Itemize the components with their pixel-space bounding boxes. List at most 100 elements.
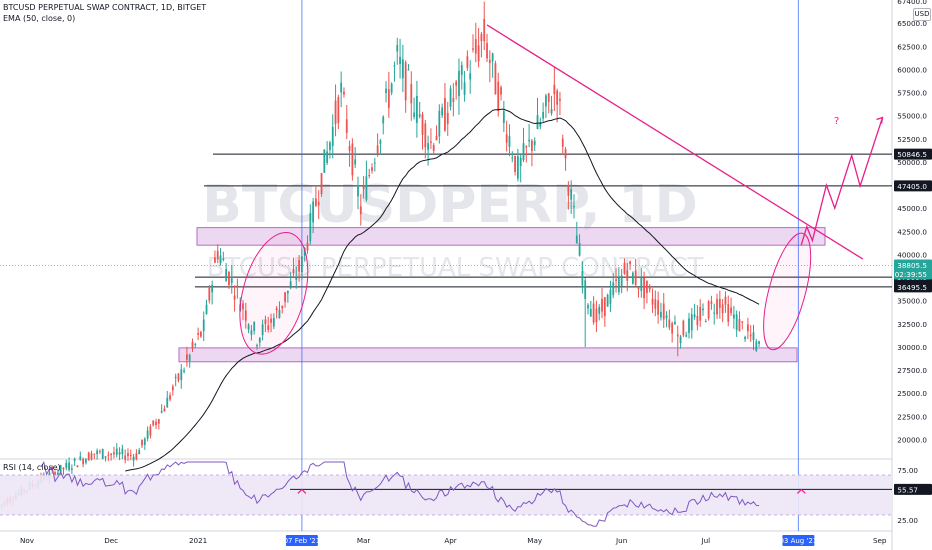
candle-body (387, 89, 390, 108)
candle-body (587, 304, 589, 309)
candle-body (477, 45, 480, 62)
candle-body (430, 141, 432, 143)
candle-body (688, 318, 690, 333)
candle-body (107, 454, 110, 456)
time-axis[interactable]: Nov Dec 2021 Mar Apr May Jun Jul Sep 07 Feb '21 03… (20, 535, 887, 546)
zone-1 (178, 347, 798, 363)
candle-body (561, 138, 564, 147)
candle-body (258, 338, 261, 343)
candle-body (704, 321, 707, 323)
candle-body (326, 151, 329, 163)
candle-body (160, 411, 163, 413)
candle-body (620, 275, 623, 287)
support-resistance-zones[interactable] (178, 227, 826, 363)
level-label: 47405.0 (897, 182, 927, 191)
rsi-legend[interactable]: RSI (14, close) (3, 463, 61, 472)
time-tick-label: Sep (873, 536, 887, 545)
price-tick-label: 30000.0 (897, 343, 927, 352)
candle-body (138, 450, 141, 455)
candle-body (289, 281, 292, 289)
price-axis[interactable]: 67400.0 65000.0 62500.0 60000.0 57500.0 55000… (893, 0, 932, 550)
candle-body (171, 386, 174, 391)
candle-body (410, 83, 413, 104)
candle-body (525, 146, 528, 148)
time-tick-label: 2021 (189, 536, 207, 545)
candle-body (68, 462, 70, 471)
candle-body (654, 299, 657, 309)
candle-body (270, 318, 272, 323)
candle-body (741, 321, 744, 323)
candle-body (483, 19, 486, 42)
candle-body (682, 320, 685, 336)
zone-0 (196, 227, 826, 246)
candle-body (244, 310, 247, 321)
candle-body (174, 376, 177, 378)
time-tick-label: Jul (700, 536, 710, 545)
ema-legend[interactable]: EMA (50, close, 0) (3, 14, 76, 23)
candle-body (738, 319, 741, 332)
candle-body (542, 111, 545, 119)
candle-body (716, 299, 718, 315)
candle-body (463, 82, 466, 95)
candle-body (480, 34, 483, 42)
candle-body (368, 175, 371, 177)
horizontal-levels[interactable] (0, 153, 892, 288)
ema-50-line (125, 108, 760, 472)
candle-body (553, 84, 556, 95)
ema-line (125, 108, 760, 472)
candle-body (643, 277, 645, 299)
candle-body (758, 341, 761, 344)
trend-line (486, 24, 864, 260)
candle-body (295, 277, 298, 281)
candle-body (163, 408, 166, 412)
candle-body (354, 159, 357, 165)
candle-body (668, 319, 671, 328)
level-label-bg (894, 281, 932, 293)
candle-body (228, 271, 230, 286)
candle-body (390, 83, 393, 93)
rsi-axis[interactable]: 75.00 25.00 55.57 (894, 466, 932, 525)
rsi-arrow-0 (297, 488, 307, 494)
price-tick-label: 52500.0 (897, 135, 927, 144)
candle-body (157, 419, 160, 424)
candle-body (256, 345, 258, 347)
candle-body (230, 276, 233, 283)
candle-body (466, 56, 469, 68)
candle-body (303, 247, 306, 256)
currency-button[interactable]: USD (913, 8, 931, 21)
candle-body (511, 157, 514, 159)
price-tick-label: 32500.0 (897, 320, 927, 329)
chart-title[interactable]: BTCUSD PERPETUAL SWAP CONTRACT, 1D, BITG… (3, 3, 207, 12)
candle-body (718, 298, 721, 308)
candle-body (275, 308, 278, 311)
candle-body (99, 450, 101, 452)
level-label-bg (894, 148, 932, 160)
candle-body (225, 268, 228, 282)
time-tick-label: Mar (357, 536, 371, 545)
candle-body (373, 162, 376, 164)
price-tick-label: 60000.0 (897, 65, 927, 74)
candle-body (488, 59, 491, 64)
candle-body (514, 155, 516, 172)
candle-body (385, 88, 387, 93)
candle-body (584, 280, 587, 299)
candle-body (343, 91, 345, 95)
candle-body (427, 143, 430, 150)
candle-body (267, 325, 270, 330)
projection-question-mark: ? (834, 116, 839, 127)
candle-body (533, 140, 536, 146)
level-label-bg (894, 180, 932, 192)
candle-body (211, 284, 214, 293)
candle-body (721, 304, 724, 314)
drawings[interactable] (228, 24, 884, 362)
candle-body (357, 185, 359, 197)
candle-body (522, 143, 525, 161)
highlight-ellipse-0 (239, 231, 309, 355)
rsi-arrow-1 (796, 488, 806, 494)
candle-body (183, 370, 185, 372)
candle-body (505, 134, 508, 143)
candle-body (648, 285, 651, 290)
candle-body (250, 330, 253, 335)
projection-arrowhead (876, 116, 884, 124)
